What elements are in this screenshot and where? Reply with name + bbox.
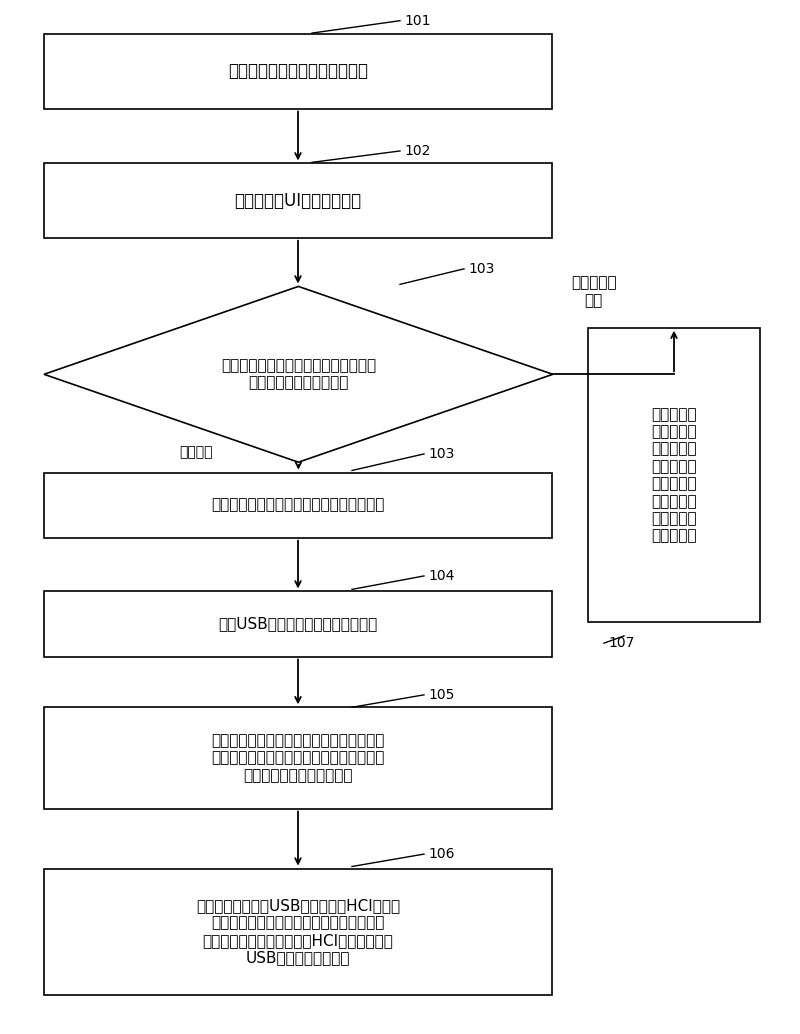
Text: 手机将计算机通过USB接口发来的HCI命令通
过自身的蓝牙芯片发出，并将自身的蓝牙芯
片接收到的射频信号转化为HCI事件，并通过
USB接口发送至计算机: 手机将计算机通过USB接口发来的HCI命令通 过自身的蓝牙芯片发出，并将自身的蓝… bbox=[196, 899, 400, 965]
Text: 106: 106 bbox=[428, 847, 454, 861]
Text: 手机将自身
工作模式切
换为蓝牙模
式，通过手
机的主控模
块与蓝牙芯
片实现手机
的蓝牙功能: 手机将自身 工作模式切 换为蓝牙模 式，通过手 机的主控模 块与蓝牙芯 片实现手… bbox=[651, 406, 697, 544]
FancyBboxPatch shape bbox=[44, 473, 552, 538]
FancyBboxPatch shape bbox=[44, 163, 552, 238]
Polygon shape bbox=[44, 286, 553, 462]
Text: 手机确定自身当前的工作模式是蓝牙模
式、还是蓝牙适配器模式: 手机确定自身当前的工作模式是蓝牙模 式、还是蓝牙适配器模式 bbox=[221, 358, 376, 391]
Text: 104: 104 bbox=[428, 569, 454, 583]
FancyBboxPatch shape bbox=[44, 869, 552, 995]
Text: 105: 105 bbox=[428, 688, 454, 702]
FancyBboxPatch shape bbox=[44, 34, 552, 109]
Text: 接收到计算机发来的上传配置参数命令，手
机向计算机传输自身存储的配置参数，使计
算机将自身认作蓝牙适配器: 接收到计算机发来的上传配置参数命令，手 机向计算机传输自身存储的配置参数，使计 … bbox=[211, 733, 385, 783]
Text: 101: 101 bbox=[404, 13, 430, 28]
Text: 在手机上设置蓝牙适配任务模块: 在手机上设置蓝牙适配任务模块 bbox=[228, 62, 368, 81]
FancyBboxPatch shape bbox=[44, 591, 552, 657]
FancyBboxPatch shape bbox=[588, 328, 760, 622]
Text: 102: 102 bbox=[404, 144, 430, 158]
Text: 通过手机的UI输入切换指示: 通过手机的UI输入切换指示 bbox=[234, 191, 362, 210]
Text: 通过USB接口将手机连接至计算机上: 通过USB接口将手机连接至计算机上 bbox=[218, 616, 378, 632]
Text: 107: 107 bbox=[608, 636, 634, 650]
Text: 103: 103 bbox=[468, 262, 494, 276]
Text: 蓝牙适配器
模式: 蓝牙适配器 模式 bbox=[570, 275, 617, 308]
Text: 手机将自身工作模式切换为蓝牙适配器模式: 手机将自身工作模式切换为蓝牙适配器模式 bbox=[211, 497, 385, 513]
Text: 103: 103 bbox=[428, 447, 454, 461]
Text: 蓝牙模式: 蓝牙模式 bbox=[179, 445, 213, 459]
FancyBboxPatch shape bbox=[44, 707, 552, 809]
